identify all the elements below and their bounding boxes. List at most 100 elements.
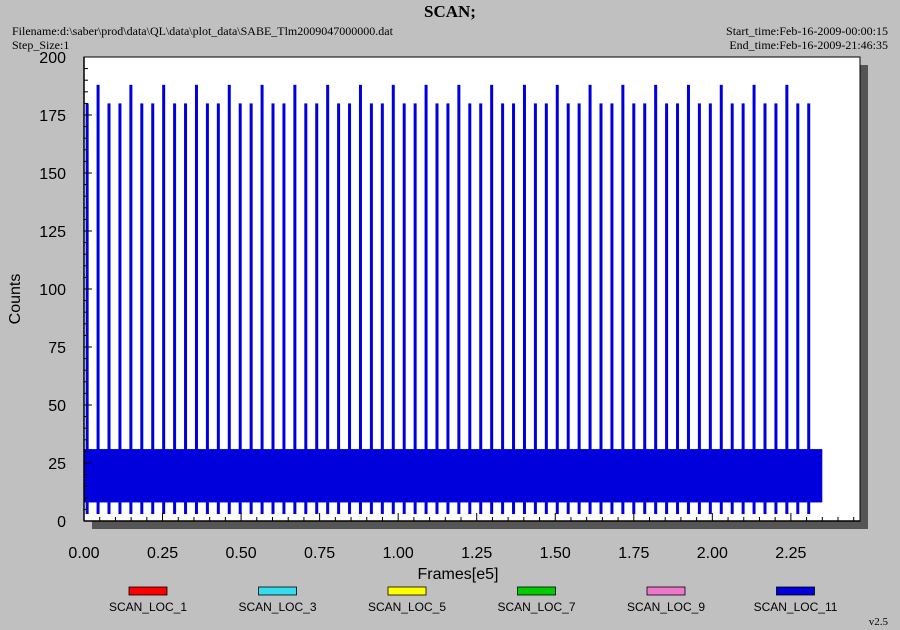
spike-mark [588,84,592,515]
x-axis-label: Frames[e5] [418,566,499,583]
spike-mark [205,103,209,515]
spike-mark [424,84,428,515]
spike-mark [676,103,680,515]
spike-mark [140,103,144,515]
spike-mark [118,103,122,515]
chart-title: SCAN; [424,2,476,21]
x-tick-label: 2.25 [775,545,806,562]
legend-swatch [387,586,427,596]
spike-mark [654,84,658,515]
spike-mark [326,84,330,515]
y-tick-label: 175 [39,108,66,125]
spike-mark [249,103,253,515]
spike-mark [238,103,242,515]
y-tick-label: 75 [48,340,66,357]
y-tick-label: 100 [39,282,66,299]
version-label: v2.5 [868,616,888,628]
spike-mark [522,84,526,515]
x-tick-label: 0.50 [226,545,257,562]
spike-mark [741,103,745,515]
x-tick-label: 0.75 [304,545,335,562]
spike-mark [96,84,100,515]
spike-mark [555,84,559,515]
spike-mark [621,84,625,515]
legend-swatch [258,586,297,596]
legend-swatch [646,586,686,596]
spike-mark [271,103,275,515]
spikes-group [85,84,811,515]
spike-mark [194,84,198,515]
spike-mark [479,103,483,515]
spike-mark [402,103,406,515]
plot-area [83,56,861,522]
spike-mark [490,84,494,515]
spike-mark [282,103,286,515]
y-tick-label: 50 [48,398,66,415]
spike-mark [686,84,690,515]
spike-mark [512,103,516,515]
spike-mark [807,103,811,515]
spike-mark [216,103,220,515]
legend-label: SCAN_LOC_9 [627,600,705,614]
x-tick-label: 0.25 [147,545,178,562]
spike-mark [304,103,308,515]
spike-mark [719,84,723,515]
spike-mark [610,103,614,515]
spike-mark [730,103,734,515]
spike-mark [665,103,669,515]
legend-swatch [776,586,815,596]
x-tick-label: 1.00 [383,545,414,562]
spike-mark [774,103,778,515]
y-tick-label: 150 [39,166,66,183]
spike-mark [369,103,373,515]
spike-mark [501,103,505,515]
filename-label: Filename:d:\saber\prod\data\QL\data\plot… [12,24,393,38]
step-size-label: Step_Size:1 [12,38,70,52]
legend-label: SCAN_LOC_7 [497,600,575,614]
end-time-label: End_time:Feb-16-2009-21:46:35 [729,38,888,52]
legend-label: SCAN_LOC_3 [238,600,316,614]
spike-mark [315,103,319,515]
spike-mark [599,103,603,515]
spike-mark [457,84,461,515]
spike-mark [173,103,177,515]
y-tick-label: 25 [48,456,66,473]
y-axis-label: Counts [7,274,24,325]
spike-mark [184,103,188,515]
y-tick-label: 0 [57,514,66,531]
legend-label: SCAN_LOC_11 [754,600,838,614]
spike-mark [348,103,352,515]
spike-mark [227,84,231,515]
start-time-label: Start_time:Feb-16-2009-00:00:15 [726,24,888,38]
spike-mark [293,84,297,515]
spike-mark [643,103,647,515]
spike-mark [446,103,450,515]
legend-swatch [128,586,168,596]
y-tick-label: 125 [39,224,66,241]
spike-mark [577,103,581,515]
x-tick-label: 1.75 [618,545,649,562]
spike-mark [763,103,767,515]
spike-mark [358,84,362,515]
spike-mark [468,103,472,515]
spike-mark [151,103,155,515]
spike-mark [260,84,264,515]
legend-label: SCAN_LOC_5 [368,600,446,614]
legend-swatch [517,586,556,596]
spike-mark [544,103,548,515]
spike-mark [796,103,800,515]
spike-mark [391,84,395,515]
x-tick-label: 0.00 [68,545,99,562]
legend: SCAN_LOC_1 SCAN_LOC_3 SCAN_LOC_5 SCAN_LOC_7… [109,586,838,614]
spike-mark [785,84,789,515]
spike-mark [697,103,701,515]
spike-mark [85,103,89,515]
spike-mark [533,103,537,515]
spike-mark [380,103,384,515]
spike-mark [413,103,417,515]
spike-mark [752,84,756,515]
spike-mark [162,84,166,515]
x-tick-label: 1.50 [540,545,571,562]
spike-mark [129,84,133,515]
